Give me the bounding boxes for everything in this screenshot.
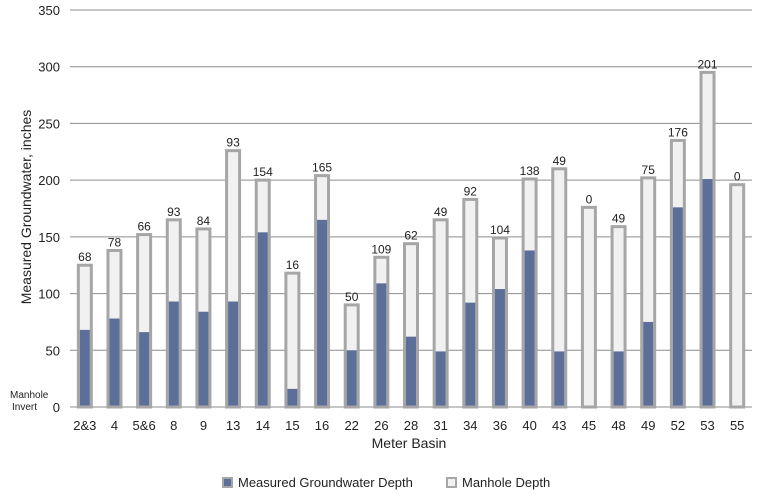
x-tick-label: 55 [730, 418, 744, 433]
data-label: 16 [286, 258, 300, 272]
y-zero-label-line-1: Manhole [10, 390, 49, 401]
data-label: 93 [167, 205, 181, 219]
x-tick-label: 16 [315, 418, 329, 433]
y-tick-label: 300 [38, 60, 60, 75]
data-label: 49 [612, 212, 626, 226]
data-label: 66 [137, 220, 151, 234]
data-label: 165 [312, 161, 332, 175]
data-label: 68 [78, 250, 92, 264]
x-tick-label: 31 [433, 418, 447, 433]
x-tick-label: 45 [582, 418, 596, 433]
data-label: 109 [371, 242, 391, 256]
x-tick-label: 43 [552, 418, 566, 433]
x-tick-label: 22 [344, 418, 358, 433]
x-tick-label: 40 [522, 418, 536, 433]
x-tick-label: 14 [256, 418, 270, 433]
bar-groundwater-depth [524, 250, 535, 406]
bar-groundwater-depth [287, 388, 298, 406]
x-tick-label: 9 [200, 418, 207, 433]
x-tick-label: 53 [700, 418, 714, 433]
y-tick-label: 50 [46, 343, 60, 358]
bar-groundwater-depth [168, 301, 179, 406]
data-label: 0 [586, 192, 593, 206]
bar-groundwater-depth [317, 219, 328, 406]
data-label: 201 [698, 57, 718, 71]
data-label: 176 [668, 125, 688, 139]
data-labels: 68 78 66 93 84 93 154 16 165 50 109 62 49 92 104 138 49 0… [78, 57, 741, 304]
data-label: 104 [490, 223, 510, 237]
legend: Measured Groundwater Depth Manhole Depth [222, 475, 550, 490]
x-tick-label: 28 [404, 418, 418, 433]
data-label: 78 [108, 235, 122, 249]
bar-groundwater-depth [702, 179, 713, 406]
bar-groundwater-depth [228, 301, 239, 406]
x-tick-label: 15 [285, 418, 299, 433]
x-tick-label: 8 [170, 418, 177, 433]
data-label: 0 [734, 170, 741, 184]
x-tick-label: 4 [111, 418, 118, 433]
x-tick-label: 5&6 [133, 418, 156, 433]
y-tick-label: 100 [38, 287, 60, 302]
data-label: 49 [434, 205, 448, 219]
bar-groundwater-depth [613, 351, 624, 406]
bar-manhole-depth [284, 271, 301, 409]
x-axis-ticks: 2&3 4 5&6 8 9 13 14 15 16 22 26 28 31 34 36 40 43 45 48 49 5… [73, 418, 744, 433]
y-tick-label: 350 [38, 3, 60, 18]
data-label: 138 [520, 164, 540, 178]
data-label: 84 [197, 214, 211, 228]
x-tick-label: 13 [226, 418, 240, 433]
data-label: 49 [553, 154, 567, 168]
y-axis-ticks: 0 50 100 150 200 250 300 350 [38, 3, 60, 415]
data-label: 154 [253, 165, 273, 179]
data-label: 75 [642, 163, 656, 177]
bar-groundwater-depth [494, 289, 505, 406]
bar-groundwater-depth [672, 207, 683, 406]
bar-manhole-depth [729, 183, 746, 409]
bar-groundwater-depth [406, 336, 416, 406]
x-tick-label: 49 [641, 418, 655, 433]
data-label: 93 [226, 136, 240, 150]
gridlines [70, 9, 752, 408]
bar-groundwater-depth [554, 351, 565, 406]
x-tick-label: 26 [374, 418, 388, 433]
y-tick-label: 250 [38, 116, 60, 131]
x-tick-label: 36 [493, 418, 507, 433]
legend-label-manhole: Manhole Depth [462, 475, 550, 490]
y-tick-label: 200 [38, 173, 60, 188]
bars [76, 70, 746, 409]
y-tick-label: 150 [38, 230, 60, 245]
bar-groundwater-depth [435, 351, 446, 406]
bar-manhole-depth [580, 205, 597, 409]
bar-groundwater-depth [376, 283, 387, 406]
bar-groundwater-depth [109, 318, 120, 406]
x-tick-label: 48 [611, 418, 625, 433]
bar-groundwater-depth [643, 321, 654, 406]
y-axis-title: Measured Groundwater, inches [18, 110, 34, 305]
y-tick-label: 0 [53, 400, 60, 415]
legend-swatch-groundwater [222, 477, 233, 488]
data-label: 50 [345, 290, 359, 304]
x-axis-title: Meter Basin [372, 435, 447, 451]
bar-groundwater-depth [465, 302, 476, 406]
bar-groundwater-depth [257, 232, 268, 406]
y-zero-label-line-2: Invert [12, 402, 37, 413]
legend-swatch-manhole [446, 477, 457, 488]
bar-groundwater-depth [346, 350, 357, 406]
x-tick-label: 52 [671, 418, 685, 433]
bar-groundwater-depth [79, 329, 90, 406]
bar-groundwater-depth [198, 311, 209, 406]
data-label: 62 [404, 229, 418, 243]
legend-label-groundwater: Measured Groundwater Depth [238, 475, 413, 490]
x-tick-label: 2&3 [73, 418, 96, 433]
bar-groundwater-depth [139, 332, 150, 406]
data-label: 92 [464, 184, 478, 198]
x-tick-label: 34 [463, 418, 477, 433]
bar-manhole-depth [551, 167, 568, 409]
